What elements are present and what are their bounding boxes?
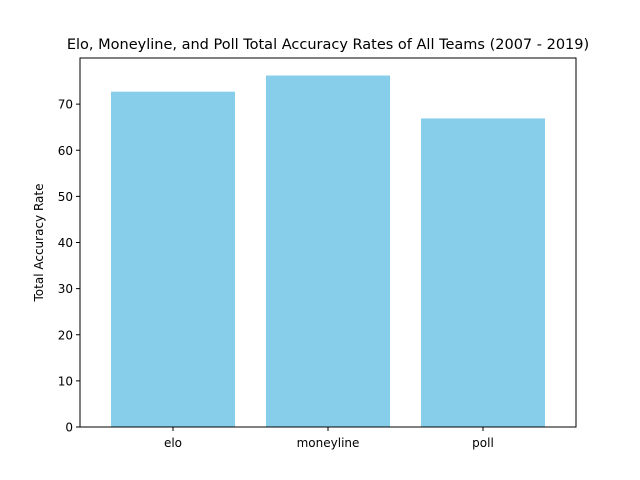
plot-frame	[79, 57, 577, 428]
y-tick-label: 10	[58, 374, 73, 388]
x-tick-label: moneyline	[297, 436, 360, 450]
y-tick-label: 0	[65, 421, 73, 435]
y-tick-label: 40	[58, 236, 73, 250]
y-tick-label: 70	[58, 98, 73, 112]
bar-poll	[421, 118, 545, 427]
x-axis-ticks: elo moneyline poll	[164, 427, 494, 450]
y-tick-label: 60	[58, 144, 73, 158]
y-axis-label: Total Accuracy Rate	[32, 184, 46, 303]
x-tick-label: elo	[164, 436, 182, 450]
y-tick-label: 30	[58, 282, 73, 296]
y-tick-label: 50	[58, 190, 73, 204]
bar-moneyline	[266, 75, 390, 427]
bar-elo	[111, 91, 235, 427]
x-tick-label: poll	[472, 436, 494, 450]
bars-group	[111, 75, 545, 427]
y-axis-ticks: 0 10 20 30 40 50 60 70	[58, 98, 80, 435]
chart-title: Elo, Moneyline, and Poll Total Accuracy …	[67, 37, 589, 53]
y-tick-label: 20	[58, 328, 73, 342]
